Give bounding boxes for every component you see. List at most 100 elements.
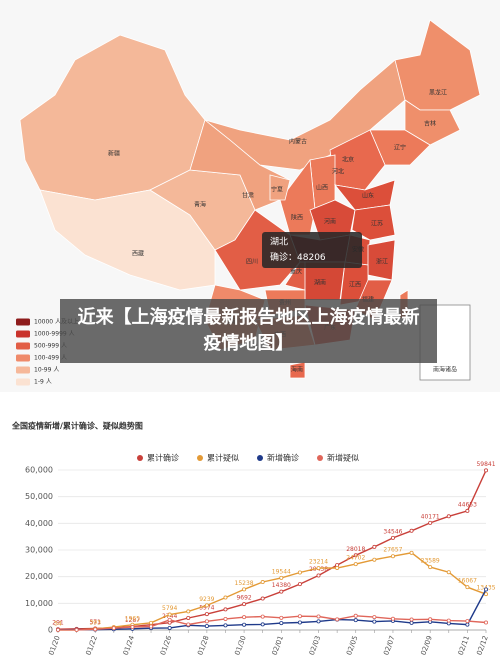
- data-point: [242, 622, 247, 627]
- chart-title: 全国疫情新增/累计确诊、疑似趋势图: [11, 421, 143, 431]
- legend-label: 累计疑似: [207, 453, 239, 463]
- data-point: [390, 616, 395, 621]
- province-label: 宁夏: [271, 186, 283, 194]
- legend-label: 新增疑似: [327, 453, 359, 463]
- data-point: [204, 619, 209, 624]
- x-tick-label: 01/22: [85, 635, 99, 657]
- province-label: 辽宁: [394, 144, 406, 152]
- legend-label: 100-499 人: [34, 355, 67, 362]
- data-point: [242, 602, 247, 607]
- data-label: 59841: [476, 461, 495, 468]
- data-label: 15238: [235, 580, 254, 587]
- data-point: [372, 615, 377, 620]
- data-point: [279, 621, 284, 626]
- x-tick-label: 02/11: [457, 635, 471, 657]
- data-label: 571: [89, 619, 101, 626]
- legend-label: 新增确诊: [267, 453, 299, 463]
- data-label: 40171: [421, 513, 440, 520]
- data-point: [242, 587, 247, 592]
- x-tick-label: 01/20: [47, 635, 61, 657]
- legend-marker: [197, 455, 203, 461]
- data-label: 291: [52, 620, 64, 627]
- data-point: [167, 617, 172, 622]
- province: [334, 179, 396, 211]
- data-point: [204, 612, 209, 617]
- series-line: [58, 615, 487, 631]
- data-label: 2744: [162, 613, 177, 620]
- data-label: 14380: [272, 582, 291, 589]
- legend-label: 1-9 人: [34, 379, 52, 386]
- province-label: 新疆: [108, 150, 120, 158]
- data-point: [149, 624, 154, 629]
- y-tick-label: 20,000: [25, 572, 53, 581]
- data-label: 28018: [346, 546, 365, 553]
- province-label: 甘肃: [242, 192, 254, 200]
- data-point: [372, 557, 377, 562]
- y-tick-label: 50,000: [25, 492, 53, 501]
- province-label: 河南: [324, 218, 336, 226]
- province-label: 湖南: [314, 279, 326, 287]
- x-tick-label: 02/03: [308, 635, 322, 657]
- data-point: [353, 562, 358, 567]
- x-tick-label: 02/07: [382, 635, 396, 657]
- y-tick-label: 30,000: [25, 546, 53, 555]
- series-line: [58, 552, 487, 631]
- data-point: [223, 607, 228, 612]
- province-label: 山东: [362, 192, 374, 200]
- data-point: [483, 468, 488, 473]
- province-label: 江苏: [371, 220, 383, 228]
- x-tick-label: 01/28: [196, 635, 210, 657]
- province-label: 山西: [316, 184, 328, 192]
- province: [351, 204, 396, 241]
- legend-marker: [137, 455, 143, 461]
- legend-label: 10-99 人: [34, 367, 59, 374]
- data-label: 1965: [125, 615, 140, 622]
- province: [269, 174, 291, 201]
- data-point: [390, 535, 395, 540]
- legend-label: 500-999 人: [34, 343, 67, 350]
- data-point: [353, 613, 358, 618]
- map-legend: 10000 人及以上 1000-9999 人 500-999 人 100-499 人 1…: [16, 318, 79, 386]
- y-tick-label: 0: [48, 626, 53, 635]
- legend-label: 累计确诊: [147, 453, 179, 463]
- overlay-title: 近来【上海疫情最新报告地区上海疫情最新疫情地图】: [60, 299, 437, 363]
- data-label: 23589: [421, 558, 440, 565]
- x-tick-label: 02/12: [475, 635, 489, 657]
- legend-marker: [317, 455, 323, 461]
- data-point: [279, 615, 284, 620]
- data-point: [316, 614, 321, 619]
- data-label: 393: [89, 619, 101, 626]
- data-point: [167, 612, 172, 617]
- inset-label: 南海诸岛: [433, 366, 457, 374]
- legend-swatch: [16, 378, 30, 386]
- tooltip-province: 湖北: [270, 237, 288, 248]
- data-point: [279, 589, 284, 594]
- data-label: 24702: [346, 555, 365, 562]
- data-label: 27657: [383, 547, 402, 554]
- data-point: [409, 528, 414, 533]
- legend-swatch: [16, 354, 30, 362]
- province-label: 重庆: [290, 268, 302, 276]
- data-point: [223, 595, 228, 600]
- data-point: [242, 615, 247, 620]
- data-point: [409, 620, 414, 625]
- legend-swatch: [16, 318, 30, 326]
- legend-label: 10000 人及以上: [34, 318, 79, 326]
- data-point: [428, 565, 433, 570]
- data-label: 54: [54, 620, 62, 627]
- data-point: [297, 570, 302, 575]
- province-label: 四川: [246, 259, 258, 266]
- data-point: [186, 622, 191, 627]
- data-point: [111, 626, 116, 631]
- data-label: 1287: [125, 617, 140, 624]
- data-point: [93, 627, 98, 632]
- province-label: 内蒙古: [289, 138, 307, 146]
- data-point: [204, 624, 209, 629]
- province-label: 黑龙江: [429, 89, 447, 97]
- province-label: 西藏: [132, 250, 144, 258]
- data-point: [446, 570, 451, 575]
- province: [279, 158, 316, 236]
- data-label: 19544: [272, 568, 291, 575]
- data-point: [353, 553, 358, 558]
- data-point: [260, 580, 265, 585]
